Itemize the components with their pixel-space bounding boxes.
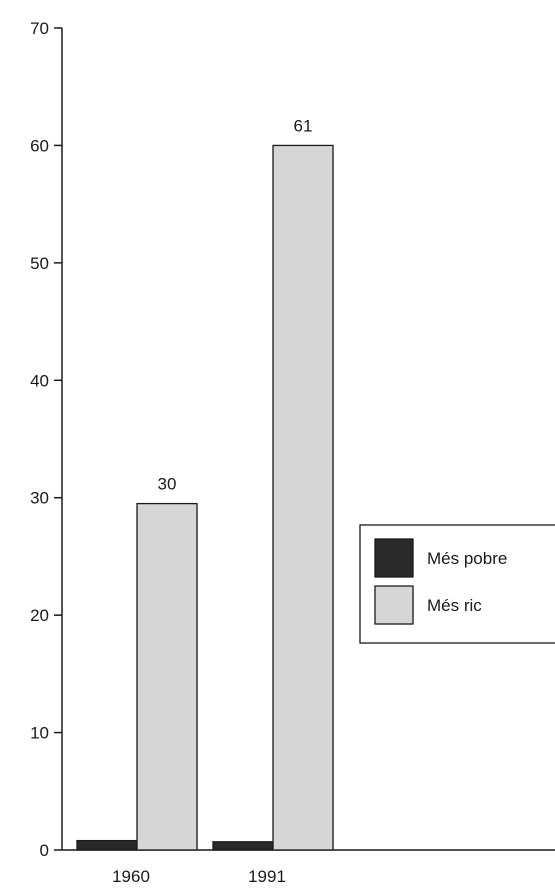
bar-m-s-ric-1960 (136, 502, 198, 851)
bars (76, 144, 334, 851)
x-category-label: 1991 (248, 867, 286, 886)
y-tick-label: 10 (30, 724, 49, 743)
bar-data-label: 61 (294, 116, 313, 135)
y-tick-label: 30 (30, 489, 49, 508)
y-tick-label: 40 (30, 371, 49, 390)
bar-m-s-pobre-1991 (212, 841, 274, 851)
x-category-label: 1960 (112, 867, 150, 886)
bar-m-s-pobre-1960 (76, 839, 138, 851)
legend-swatch (374, 585, 414, 625)
y-tick-label: 60 (30, 136, 49, 155)
legend-swatch (374, 538, 414, 578)
y-tick-label: 50 (30, 254, 49, 273)
labels: 0 10 20 30 40 50 60 70 30 1960 61 1991 (30, 19, 312, 886)
legend: Més pobre Més ric (359, 524, 555, 644)
legend-label: Més pobre (427, 549, 507, 568)
y-tick-label: 70 (30, 19, 49, 38)
legend-label: Més ric (427, 596, 482, 615)
bar-data-label: 30 (158, 475, 177, 494)
y-tick-label: 20 (30, 606, 49, 625)
bar-m-s-ric-1991 (272, 144, 334, 851)
y-tick-label: 0 (40, 841, 49, 860)
